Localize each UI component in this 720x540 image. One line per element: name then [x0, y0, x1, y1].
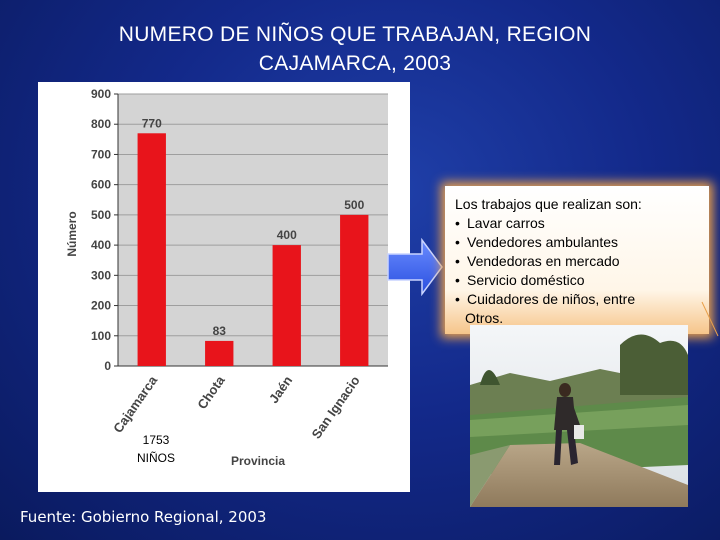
y-tick-label: 300	[91, 268, 111, 282]
job-item: • Servicio doméstico	[455, 271, 701, 290]
bar	[137, 133, 166, 366]
job-item: • Lavar carros	[455, 214, 701, 233]
title-line-1: NUMERO DE NIÑOS QUE TRABAJAN, REGION	[118, 23, 592, 46]
bullet-icon: •	[455, 272, 460, 288]
job-item: • Vendedoras en mercado	[455, 252, 701, 271]
x-axis-title: Provincia	[231, 454, 285, 468]
bar	[205, 340, 234, 366]
bar-chart-panel: 0 100 200 300 400 500 600 700 800 900 770 83 400 500…	[38, 82, 410, 492]
job-item-label: Cuidadores de niños, entre	[467, 291, 636, 307]
y-tick-label: 800	[91, 117, 111, 131]
bar	[340, 214, 369, 366]
y-tick-label: 400	[91, 238, 111, 252]
bars	[137, 133, 369, 366]
bar-value-label: 83	[213, 324, 227, 338]
bullet-icon: •	[455, 234, 460, 250]
bullet-icon: •	[455, 291, 460, 307]
y-tick-labels: 0 100 200 300 400 500 600 700 800 900	[91, 87, 118, 373]
bar-chart: 0 100 200 300 400 500 600 700 800 900 770 83 400 500…	[65, 87, 388, 468]
bar	[272, 245, 301, 366]
job-types-box: Los trabajos que realizan son: • Lavar ca…	[445, 186, 709, 334]
y-tick-label: 900	[91, 87, 111, 101]
job-item-label: Vendedores ambulantes	[467, 234, 618, 250]
x-tick-label: Cajamarca	[110, 372, 160, 435]
job-item: • Cuidadores de niños, entre	[455, 290, 701, 309]
job-item-label: Lavar carros	[467, 215, 545, 231]
x-tick-label: Chota	[194, 372, 228, 411]
slide-title: NUMERO DE NIÑOS QUE TRABAJAN, REGION CAJ…	[40, 20, 670, 78]
photo-child-worker-icon	[470, 325, 688, 507]
y-tick-label: 200	[91, 299, 111, 313]
x-tick-label: San Ignacio	[309, 373, 363, 441]
total-count: 1753	[143, 433, 170, 447]
y-tick-label: 700	[91, 147, 111, 161]
y-tick-label: 600	[91, 178, 111, 192]
job-item-label: Servicio doméstico	[467, 272, 585, 288]
decorative-line	[701, 301, 719, 337]
bar-value-label: 500	[344, 198, 364, 212]
y-tick-label: 100	[91, 329, 111, 343]
y-tick-label: 500	[91, 208, 111, 222]
job-item: • Vendedores ambulantes	[455, 233, 701, 252]
job-types-heading: Los trabajos que realizan son:	[455, 196, 642, 212]
bar-value-label: 400	[277, 228, 297, 242]
x-tick-labels: Cajamarca Chota Jaén San Ignacio	[110, 372, 363, 441]
bar-value-label: 770	[142, 116, 162, 130]
right-arrow-icon	[387, 238, 443, 296]
job-item-continuation: Otros.	[465, 310, 504, 326]
total-unit: NIÑOS	[137, 451, 175, 465]
bullet-icon: •	[455, 253, 460, 269]
value-labels: 770 83 400 500	[142, 116, 365, 338]
source-caption: Fuente: Gobierno Regional, 2003	[20, 508, 267, 526]
job-item-label: Vendedoras en mercado	[467, 253, 620, 269]
y-axis-title: Número	[65, 211, 79, 256]
title-line-2: CAJAMARCA, 2003	[258, 52, 452, 75]
y-tick-label: 0	[104, 359, 111, 373]
bullet-icon: •	[455, 215, 460, 231]
x-tick-label: Jaén	[266, 373, 295, 406]
